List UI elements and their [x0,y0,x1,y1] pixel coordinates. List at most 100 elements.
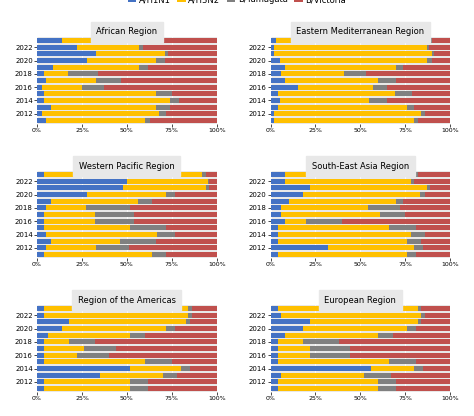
Bar [396,379,450,384]
Bar [400,206,450,210]
Bar [44,306,188,311]
Bar [37,366,130,371]
Bar [278,359,389,364]
Bar [271,359,278,364]
Bar [271,85,298,89]
Bar [418,172,450,177]
Bar [271,339,278,344]
Bar [271,379,278,384]
Bar [69,319,186,324]
Bar [43,111,159,116]
Bar [166,192,175,197]
Bar [282,313,421,318]
Bar [391,373,450,378]
Bar [432,38,450,43]
Bar [130,386,148,391]
Bar [137,199,152,204]
Bar [100,373,163,378]
Bar [278,239,407,244]
Bar [121,78,217,83]
Bar [37,58,87,63]
Bar [427,45,428,50]
Bar [139,45,143,50]
Bar [46,245,96,250]
Bar [68,72,98,77]
Bar [37,52,96,57]
Bar [37,239,51,244]
Bar [51,239,119,244]
Bar [416,326,450,331]
Bar [285,78,378,83]
Bar [37,186,123,191]
Bar [44,386,130,391]
Bar [278,306,418,311]
Bar [274,111,421,116]
Bar [44,379,130,384]
Bar [62,326,166,331]
Bar [175,326,217,331]
Bar [148,379,217,384]
Bar [210,179,217,184]
Bar [421,111,425,116]
Bar [271,206,282,210]
Bar [430,38,432,43]
Bar [425,111,450,116]
Bar [37,111,43,116]
Bar [274,52,432,57]
Bar [37,85,43,89]
Bar [285,333,378,338]
Bar [94,339,217,344]
Bar [96,78,121,83]
Bar [303,326,407,331]
Bar [387,98,450,103]
Bar [407,326,416,331]
Title: European Region: European Region [324,296,396,305]
Bar [190,366,217,371]
Bar [416,359,450,364]
Bar [396,78,450,83]
Bar [44,359,145,364]
Bar [427,58,432,63]
Bar [276,38,430,43]
Bar [51,199,137,204]
Bar [150,118,217,123]
Bar [282,72,344,77]
Bar [271,326,303,331]
Bar [148,386,217,391]
Bar [425,192,450,197]
Bar [69,339,94,344]
Bar [145,118,150,123]
Bar [159,111,166,116]
Bar [434,52,450,57]
Title: South-East Asia Region: South-East Asia Region [312,161,409,171]
Bar [37,45,77,50]
Title: African Region: African Region [96,27,157,37]
Bar [77,353,109,358]
Bar [44,172,202,177]
Bar [168,52,217,57]
Bar [430,186,450,191]
Bar [127,179,208,184]
Bar [310,319,418,324]
Bar [128,245,217,250]
Bar [373,85,387,89]
Bar [271,52,274,57]
Bar [310,186,427,191]
Bar [428,45,450,50]
Bar [139,65,148,70]
Bar [421,313,425,318]
Bar [271,58,280,63]
Bar [344,72,366,77]
Bar [364,373,391,378]
Bar [271,91,278,96]
Bar [44,212,94,217]
Bar [378,333,392,338]
Bar [134,219,217,224]
Bar [271,306,278,311]
Bar [77,45,139,50]
Bar [155,91,172,96]
Bar [394,91,412,96]
Bar [134,212,217,217]
Bar [278,252,407,257]
Bar [271,72,282,77]
